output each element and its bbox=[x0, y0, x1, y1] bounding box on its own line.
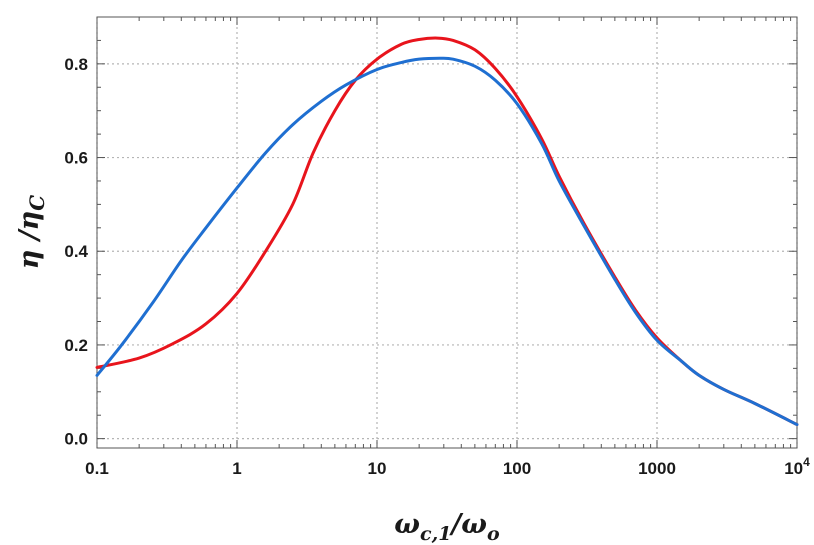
y-tick-label-4: 0.8 bbox=[64, 55, 88, 74]
series-group bbox=[95, 36, 799, 427]
x-axis-title-sub1: c,1 bbox=[420, 523, 451, 545]
tick-labels: 0.1 1 10 100 1000 104 0.0 0.2 0.4 0.6 0.8 bbox=[64, 55, 810, 478]
x-tick-label-1: 1 bbox=[232, 459, 241, 478]
x-axis-title: ωc,1/ωo bbox=[394, 509, 500, 545]
ticks bbox=[96, 16, 798, 448]
y-tick-label-2: 0.4 bbox=[64, 242, 88, 261]
x-tick-label-5: 104 bbox=[784, 455, 810, 478]
x-tick-label-2: 10 bbox=[368, 459, 387, 478]
x-axis-title-sub2: o bbox=[487, 523, 500, 545]
y-axis-title-main: η /η bbox=[14, 211, 45, 270]
x-tick-label-3: 100 bbox=[503, 459, 531, 478]
series-line-1 bbox=[95, 56, 799, 427]
grid bbox=[96, 17, 798, 448]
plot-frame bbox=[96, 16, 798, 449]
x-tick-label-0: 0.1 bbox=[85, 459, 109, 478]
x-axis-title-main: ω bbox=[394, 509, 420, 540]
x-tick-label-4: 1000 bbox=[638, 459, 676, 478]
y-tick-label-0: 0.0 bbox=[64, 430, 88, 449]
y-tick-label-1: 0.2 bbox=[64, 336, 88, 355]
y-axis-title-sub: C bbox=[25, 195, 49, 211]
y-axis-title: η /ηC bbox=[14, 195, 49, 270]
x-axis-title-mid: /ω bbox=[448, 509, 487, 540]
y-tick-label-3: 0.6 bbox=[64, 149, 88, 168]
